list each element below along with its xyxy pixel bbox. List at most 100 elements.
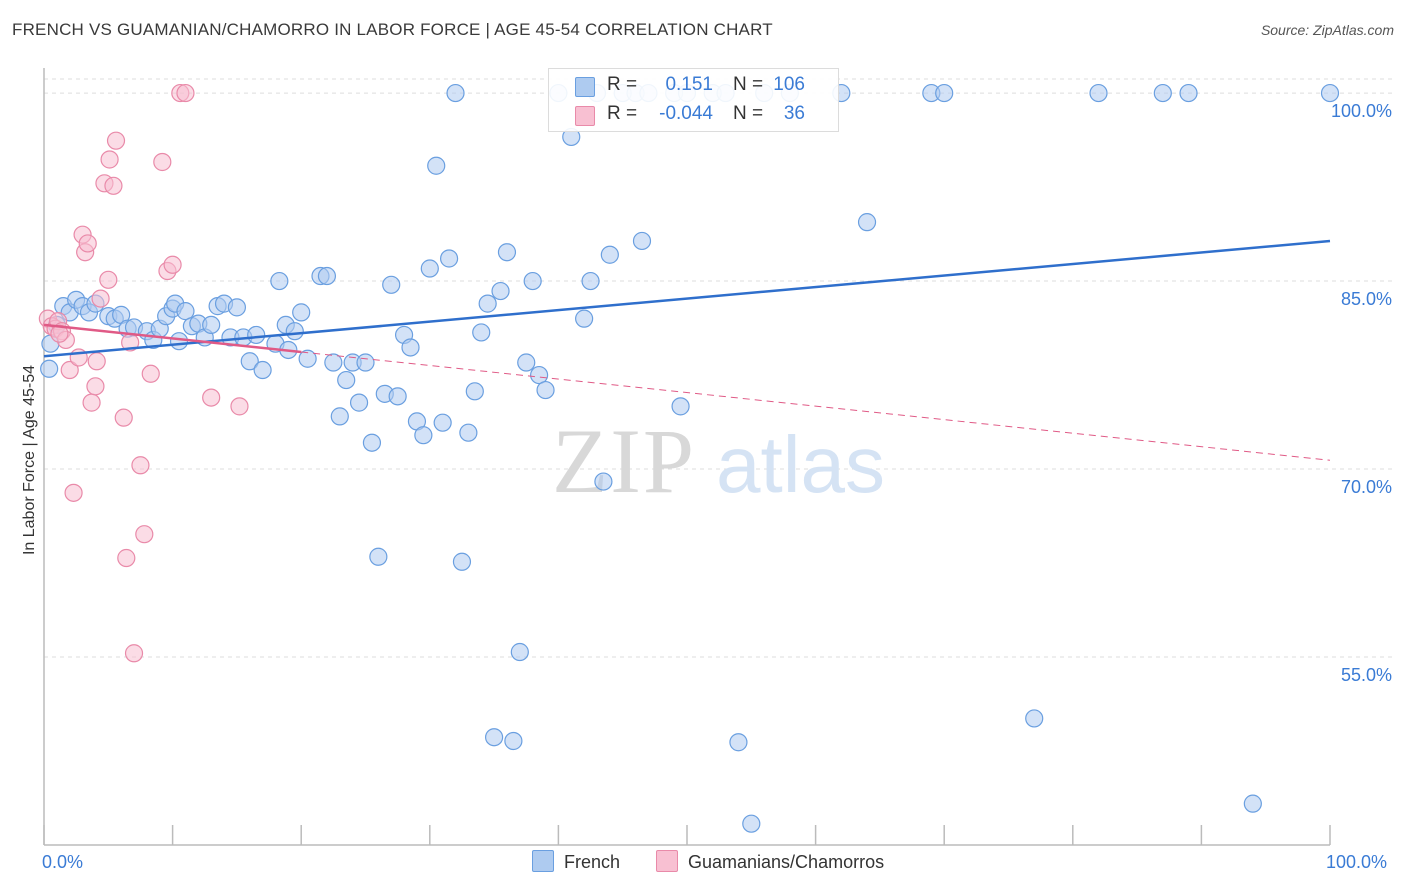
legend-row-guam: R = -0.044 N = 36 [549,100,838,130]
french-point [362,433,382,452]
french-point [247,325,266,345]
french-point [356,353,375,372]
watermark-atlas: atlas [716,420,885,509]
french-point [324,353,343,372]
french-point [427,156,446,175]
legend-n-label: N = [733,74,764,95]
french-point [485,728,504,747]
french-point [536,380,555,400]
french-point [742,814,761,833]
french-point [169,332,189,351]
guam-point [50,324,69,343]
french-point [472,323,491,342]
guam-point [82,393,101,412]
french-point [388,387,407,406]
legend-item-french: French [532,850,621,878]
french-point [414,426,433,445]
legend-row-french: R = 0.151 N = 106 [549,71,838,101]
guam-point [163,255,182,274]
french-point [298,349,317,368]
french-point [478,294,497,313]
legend-label-french: French [564,852,621,872]
legend-swatch-french [532,850,554,873]
y-tick-label: 100.0% [1331,101,1392,121]
french-point [935,83,954,103]
french-point [1089,83,1108,103]
guam-point [114,408,133,427]
french-point [270,271,289,291]
axes [43,68,1331,846]
guam-point [135,525,154,544]
legend-r-value: 0.151 [665,74,713,95]
french-point [575,309,594,328]
y-axis-label: In Labor Force | Age 45-54 [21,364,38,556]
legend-n-value: 36 [783,103,805,124]
guam-point [106,131,126,150]
guam-trend-line-solid [43,323,302,354]
chart-title: FRENCH VS GUAMANIAN/CHAMORRO IN LABOR FO… [12,20,773,39]
french-point [1025,709,1044,728]
guam-point [202,388,221,407]
guam-point [86,377,105,396]
guam-point [117,548,136,568]
french-point [227,298,246,317]
french-point [40,359,59,378]
y-tick-label: 55.0% [1341,665,1392,685]
guam-points [38,83,249,663]
legend-swatch-guam [656,850,678,873]
legend-r-value: -0.044 [659,103,713,124]
legend-swatch-french [575,77,595,97]
legend-n-value: 106 [773,74,805,95]
guam-point [230,397,249,416]
y-tick-label: 85.0% [1341,289,1392,309]
guam-point [124,644,144,663]
watermark-zip: ZIP [552,410,696,512]
guam-point [153,152,172,172]
guam-point [141,364,160,383]
french-point [202,315,221,335]
french-point [600,245,619,264]
guam-point [87,352,106,371]
french-point [317,266,337,286]
x-tick-label-max: 100.0% [1326,852,1388,872]
french-point [459,423,478,442]
legend-item-guam: Guamanians/Chamorros [656,850,885,878]
french-point [420,259,439,278]
guam-point [100,150,119,169]
legend-label-guam: Guamanians/Chamorros [688,852,885,872]
series-legend: French Guamanians/Chamorros [0,850,1406,878]
french-point [369,547,388,566]
guam-point [99,270,118,289]
guam-point [64,483,83,502]
french-point [452,552,472,571]
french-point [446,83,465,103]
french-point [240,352,259,371]
y-tick-label: 70.0% [1341,477,1392,497]
french-point [523,271,542,291]
french-point [1243,794,1262,813]
french-point [349,393,369,412]
french-point [510,642,529,662]
french-point [1320,83,1340,103]
source-label: Source: ZipAtlas.com [1260,22,1394,38]
french-point [439,249,459,268]
stats-legend: R = 0.151 N = 106 R = -0.044 N = 36 [548,68,839,132]
trend-lines [43,239,1331,461]
french-point [594,472,613,491]
legend-swatch-guam [575,106,595,126]
guam-point [78,234,97,253]
french-point [253,360,272,380]
french-point [581,271,600,291]
french-point [285,322,304,341]
french-point [632,231,652,251]
french-point [176,302,195,321]
french-point [517,353,536,372]
french-point [465,382,484,401]
french-point [292,303,311,322]
french-point [433,413,452,432]
legend-r-label: R = [607,103,638,124]
x-tick-label-min: 0.0% [42,852,84,872]
french-point [330,407,349,426]
french-point [671,397,690,416]
